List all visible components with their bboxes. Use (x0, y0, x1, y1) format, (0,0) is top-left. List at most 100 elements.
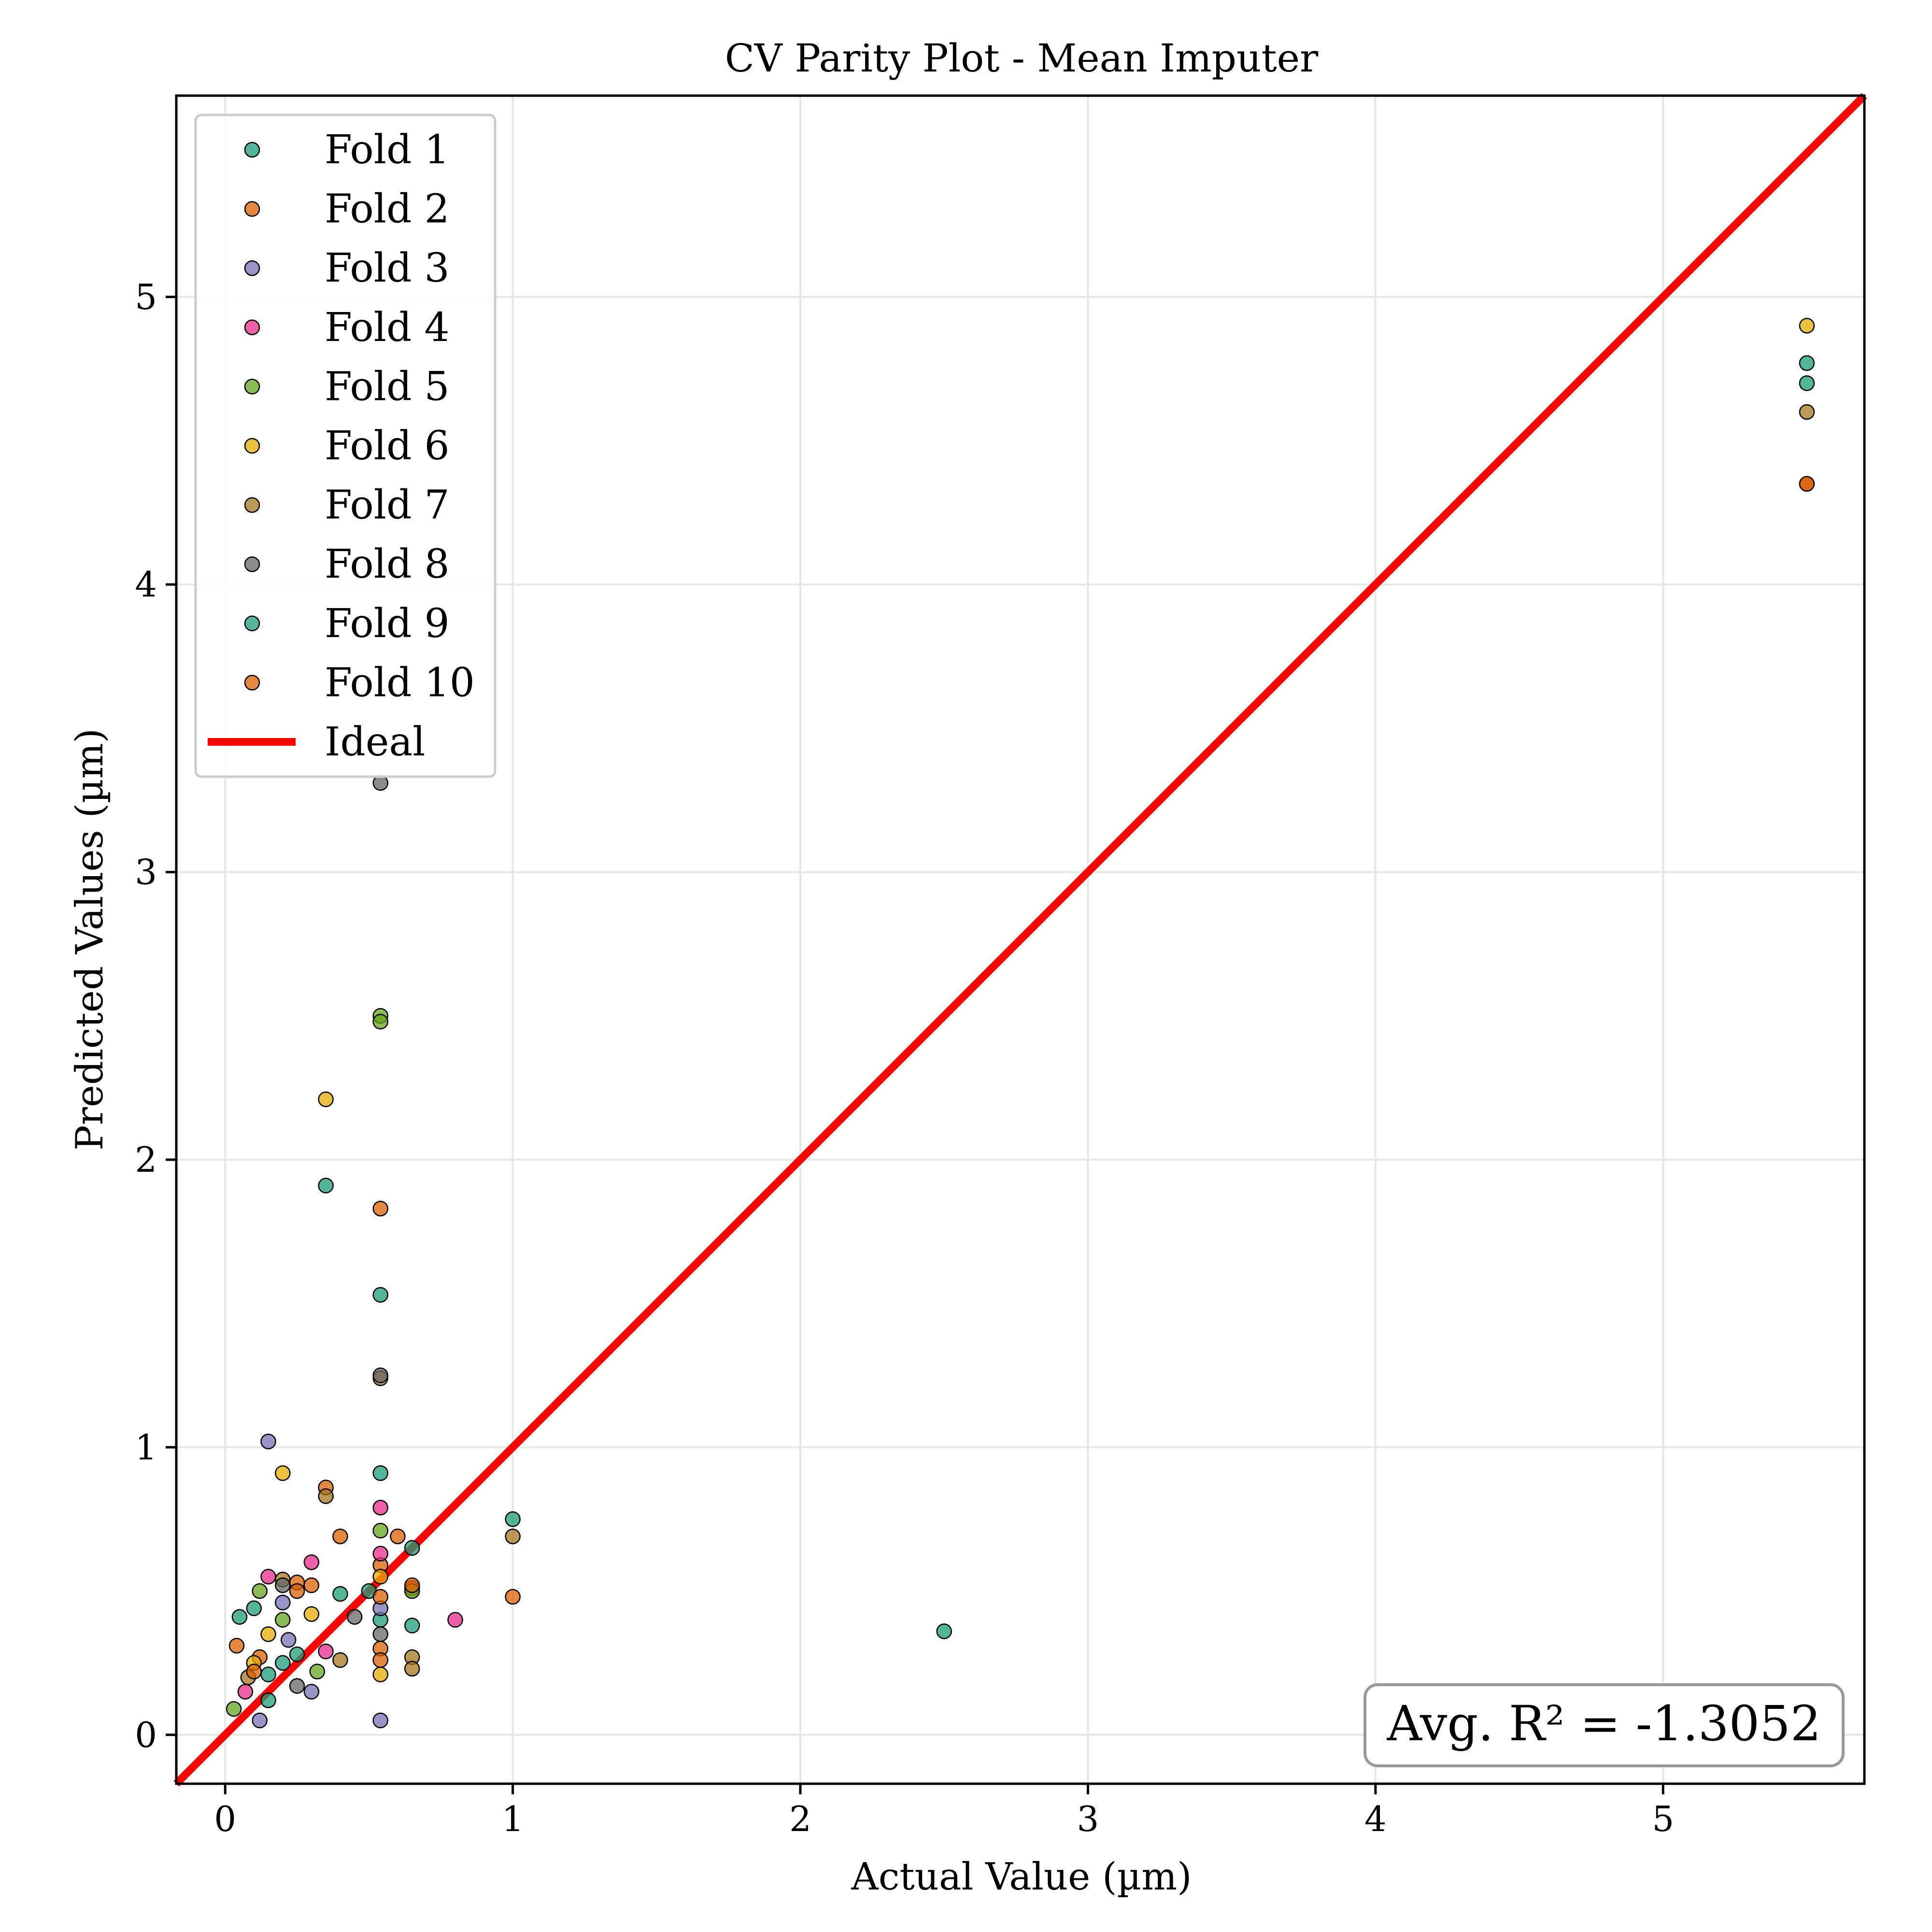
ideal-line (173, 93, 1867, 1787)
y-tick-label: 2 (135, 1139, 157, 1180)
data-point (505, 1511, 521, 1527)
y-tick-label: 4 (135, 564, 157, 605)
x-tick-label: 4 (1364, 1799, 1387, 1839)
r2-annotation: Avg. R² = -1.3052 (1364, 1683, 1845, 1767)
data-point (1799, 375, 1815, 391)
legend-marker (244, 142, 260, 158)
data-point (372, 1465, 388, 1481)
legend-label: Fold 2 (325, 186, 450, 232)
legend-marker (244, 319, 260, 336)
legend-label: Fold 4 (325, 305, 450, 351)
y-tick-label: 1 (135, 1427, 157, 1467)
data-point (372, 1569, 388, 1585)
legend-label: Fold 7 (325, 483, 450, 528)
data-point (372, 1712, 388, 1729)
x-tick-label: 5 (1652, 1799, 1674, 1839)
chart-title: CV Parity Plot - Mean Imputer (725, 36, 1319, 81)
data-point (289, 1678, 305, 1694)
data-point (404, 1618, 420, 1634)
y-axis-label: Predicted Values (µm) (68, 728, 112, 1151)
data-point (260, 1434, 276, 1449)
data-point (231, 1609, 248, 1625)
legend-label: Fold 6 (325, 423, 450, 469)
x-tick-label: 3 (1077, 1799, 1099, 1839)
legend-label: Fold 8 (325, 541, 450, 587)
data-point (303, 1684, 320, 1700)
data-point (260, 1692, 276, 1708)
legend-label: Fold 3 (325, 245, 450, 291)
data-point (404, 1661, 420, 1677)
data-point (346, 1609, 363, 1625)
data-point (246, 1663, 262, 1680)
data-point (303, 1577, 320, 1593)
data-point (260, 1626, 276, 1642)
plot-frame (175, 94, 1866, 1785)
data-point (318, 1091, 334, 1108)
data-point (372, 1200, 388, 1217)
data-point (260, 1569, 276, 1585)
data-point (280, 1632, 297, 1648)
data-point (252, 1712, 268, 1729)
legend-marker (244, 497, 260, 513)
data-point (275, 1577, 291, 1593)
data-point (309, 1663, 325, 1680)
legend-items: Fold 1 Fold 2 Fold 3 Fold 4 Fold 5 Fold 6 Fold… (208, 127, 475, 765)
data-point (275, 1612, 291, 1628)
data-point (275, 1594, 291, 1611)
y-tick-label: 5 (135, 277, 157, 317)
legend-label: Ideal (325, 719, 426, 765)
legend-marker (244, 438, 260, 454)
data-point (228, 1637, 245, 1654)
legend-marker (244, 615, 260, 632)
data-point (372, 1666, 388, 1682)
data-point (505, 1589, 521, 1605)
data-point (289, 1583, 305, 1599)
legend-label: Fold 9 (325, 601, 450, 647)
data-point (226, 1701, 242, 1717)
legend-box (194, 114, 497, 778)
r2-annotation-text: Avg. R² = -1.3052 (1387, 1695, 1821, 1752)
y-tick-label: 3 (135, 852, 157, 893)
data-point (237, 1684, 254, 1700)
x-tick-label: 2 (789, 1799, 811, 1839)
legend-marker (244, 201, 260, 217)
data-point (372, 1522, 388, 1539)
legend-marker (244, 556, 260, 572)
data-point (447, 1612, 463, 1628)
data-point (372, 1500, 388, 1516)
x-tick-label: 0 (214, 1799, 236, 1839)
data-point (260, 1666, 276, 1682)
data-point (1799, 404, 1815, 420)
r2-annotation-box (1364, 1683, 1845, 1767)
data-point (505, 1528, 521, 1545)
x-tick-label: 1 (502, 1799, 524, 1839)
data-point (332, 1586, 348, 1602)
data-point (332, 1652, 348, 1668)
x-axis-label: Actual Value (µm) (851, 1855, 1192, 1899)
data-point (275, 1655, 291, 1671)
data-point (404, 1577, 420, 1593)
data-point (303, 1606, 320, 1622)
legend-marker (244, 379, 260, 395)
y-tick-label: 0 (135, 1715, 157, 1755)
data-point (1799, 318, 1815, 334)
data-point (372, 1652, 388, 1668)
data-point (318, 1488, 334, 1504)
legend-label: Fold 10 (325, 660, 475, 706)
legend-marker (244, 260, 260, 276)
scatter-points (226, 318, 1815, 1729)
data-point (404, 1540, 420, 1556)
data-point (936, 1623, 952, 1639)
legend-label: Fold 5 (325, 364, 450, 410)
legend-marker (244, 675, 260, 691)
data-point (372, 1367, 388, 1383)
data-point (1799, 355, 1815, 371)
data-point (246, 1600, 262, 1617)
data-point (318, 1178, 334, 1193)
data-point (275, 1465, 291, 1481)
data-point (390, 1528, 406, 1545)
ideal-line-group (173, 93, 1867, 1787)
data-point (332, 1528, 348, 1545)
data-point (318, 1643, 334, 1660)
